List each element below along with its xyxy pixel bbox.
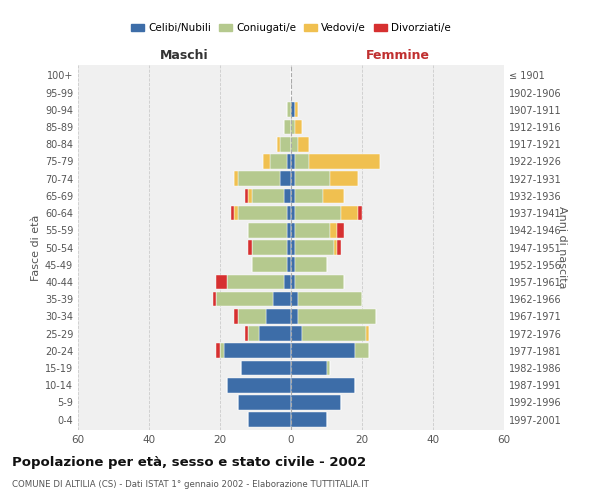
Bar [298, 309, 376, 324]
Y-axis label: Fasce di età: Fasce di età [31, 214, 41, 280]
Bar [217, 274, 227, 289]
Bar [217, 344, 220, 358]
Bar [287, 102, 291, 117]
Bar [287, 240, 291, 255]
Bar [337, 240, 341, 255]
Bar [298, 292, 362, 306]
Bar [245, 188, 248, 203]
Bar [355, 344, 369, 358]
Bar [245, 326, 248, 341]
Text: Femmine: Femmine [365, 50, 430, 62]
Bar [291, 395, 341, 410]
Bar [291, 206, 295, 220]
Bar [323, 188, 344, 203]
Bar [238, 309, 266, 324]
Bar [295, 172, 330, 186]
Bar [291, 292, 298, 306]
Y-axis label: Anni di nascita: Anni di nascita [557, 206, 567, 289]
Bar [273, 292, 291, 306]
Bar [238, 172, 280, 186]
Bar [227, 274, 284, 289]
Bar [291, 258, 295, 272]
Bar [330, 172, 358, 186]
Bar [291, 240, 295, 255]
Bar [326, 360, 330, 376]
Bar [291, 120, 295, 134]
Bar [295, 120, 302, 134]
Bar [270, 154, 287, 168]
Bar [295, 240, 334, 255]
Bar [291, 223, 295, 238]
Bar [252, 240, 287, 255]
Bar [291, 172, 295, 186]
Text: COMUNE DI ALTILIA (CS) - Dati ISTAT 1° gennaio 2002 - Elaborazione TUTTITALIA.IT: COMUNE DI ALTILIA (CS) - Dati ISTAT 1° g… [12, 480, 369, 489]
Bar [266, 309, 291, 324]
Bar [284, 274, 291, 289]
Bar [284, 120, 291, 134]
Bar [287, 223, 291, 238]
Bar [295, 188, 323, 203]
Bar [291, 274, 295, 289]
Bar [337, 223, 344, 238]
Bar [230, 206, 234, 220]
Bar [291, 326, 302, 341]
Text: Maschi: Maschi [160, 50, 209, 62]
Bar [291, 344, 355, 358]
Bar [224, 344, 291, 358]
Bar [295, 206, 341, 220]
Bar [365, 326, 369, 341]
Bar [358, 206, 362, 220]
Bar [295, 223, 330, 238]
Bar [295, 258, 326, 272]
Bar [330, 223, 337, 238]
Bar [238, 395, 291, 410]
Bar [248, 240, 252, 255]
Bar [287, 154, 291, 168]
Bar [234, 309, 238, 324]
Bar [287, 258, 291, 272]
Bar [241, 360, 291, 376]
Bar [295, 154, 309, 168]
Bar [280, 172, 291, 186]
Bar [295, 274, 344, 289]
Bar [309, 154, 380, 168]
Bar [291, 412, 326, 427]
Bar [302, 326, 365, 341]
Bar [334, 240, 337, 255]
Bar [213, 292, 217, 306]
Bar [298, 137, 309, 152]
Bar [287, 206, 291, 220]
Bar [238, 206, 287, 220]
Bar [217, 292, 273, 306]
Bar [248, 326, 259, 341]
Bar [277, 137, 280, 152]
Bar [259, 326, 291, 341]
Bar [252, 258, 287, 272]
Bar [234, 206, 238, 220]
Bar [252, 188, 284, 203]
Bar [291, 188, 295, 203]
Bar [248, 412, 291, 427]
Bar [341, 206, 358, 220]
Bar [227, 378, 291, 392]
Bar [291, 102, 295, 117]
Bar [291, 154, 295, 168]
Bar [248, 188, 252, 203]
Bar [291, 309, 298, 324]
Bar [284, 188, 291, 203]
Legend: Celibi/Nubili, Coniugati/e, Vedovi/e, Divorziati/e: Celibi/Nubili, Coniugati/e, Vedovi/e, Di… [127, 19, 455, 38]
Bar [280, 137, 291, 152]
Bar [291, 137, 298, 152]
Bar [295, 102, 298, 117]
Bar [220, 344, 224, 358]
Bar [263, 154, 270, 168]
Bar [291, 360, 326, 376]
Bar [234, 172, 238, 186]
Text: Popolazione per età, sesso e stato civile - 2002: Popolazione per età, sesso e stato civil… [12, 456, 366, 469]
Bar [291, 378, 355, 392]
Bar [248, 223, 287, 238]
